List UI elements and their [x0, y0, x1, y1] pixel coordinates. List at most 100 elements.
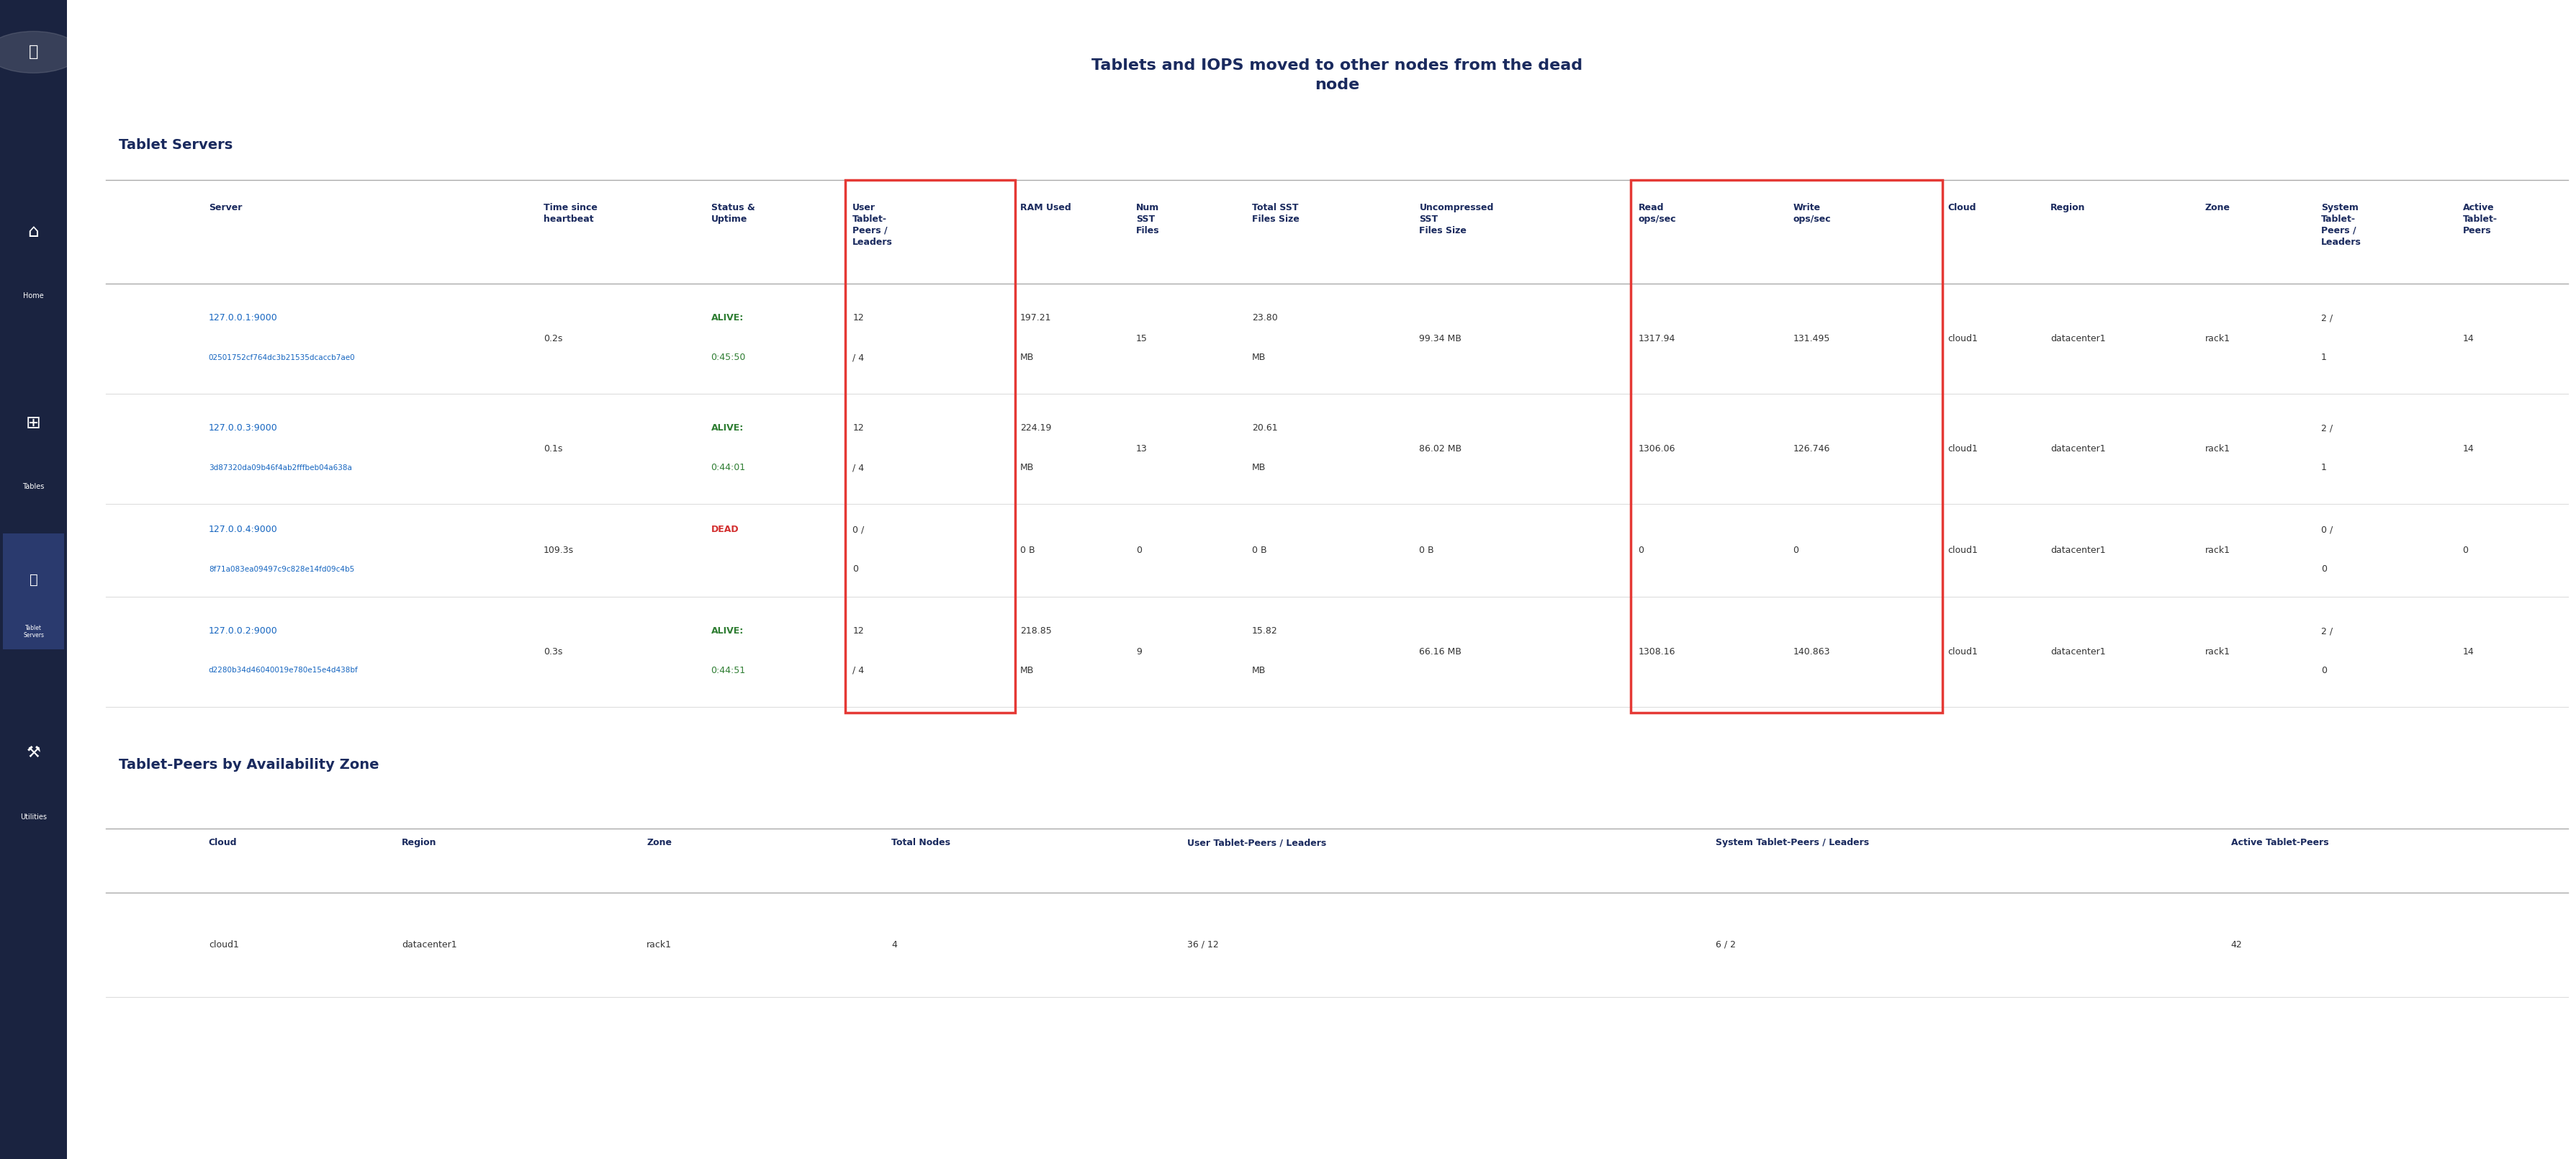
Text: Region: Region	[2050, 203, 2087, 212]
Text: ⊞: ⊞	[26, 415, 41, 431]
Text: Server: Server	[209, 203, 242, 212]
Text: MB: MB	[1020, 352, 1033, 363]
Text: Region: Region	[402, 838, 438, 847]
Text: Zone: Zone	[2205, 203, 2231, 212]
Text: Total SST
Files Size: Total SST Files Size	[1252, 203, 1298, 224]
Text: MB: MB	[1020, 665, 1033, 676]
Text: rack1: rack1	[2205, 444, 2231, 454]
Text: 0: 0	[853, 564, 858, 574]
Text: 15.82: 15.82	[1252, 626, 1278, 636]
Text: 0 /: 0 /	[2321, 525, 2334, 534]
Text: datacenter1: datacenter1	[402, 940, 456, 949]
Text: 13: 13	[1136, 444, 1146, 454]
Text: MB: MB	[1252, 462, 1265, 473]
Text: 0: 0	[2463, 546, 2468, 555]
Text: 131.495: 131.495	[1793, 334, 1829, 344]
Text: 20.61: 20.61	[1252, 423, 1278, 433]
Text: ⭐: ⭐	[28, 45, 39, 59]
Text: datacenter1: datacenter1	[2050, 334, 2105, 344]
Text: 1: 1	[2321, 352, 2326, 363]
Text: Tablets and IOPS moved to other nodes from the dead
node: Tablets and IOPS moved to other nodes fr…	[1092, 59, 1582, 92]
Text: Write
ops/sec: Write ops/sec	[1793, 203, 1832, 224]
Text: 127.0.0.1:9000: 127.0.0.1:9000	[209, 313, 278, 323]
Text: User Tablet-Peers / Leaders: User Tablet-Peers / Leaders	[1188, 838, 1327, 847]
Text: RAM Used: RAM Used	[1020, 203, 1072, 212]
Text: 12: 12	[853, 313, 863, 323]
Text: DEAD: DEAD	[711, 525, 739, 534]
Text: MB: MB	[1020, 462, 1033, 473]
Text: / 4: / 4	[853, 352, 866, 363]
Text: 12: 12	[853, 423, 863, 433]
Text: MB: MB	[1252, 352, 1265, 363]
Text: Active
Tablet-
Peers: Active Tablet- Peers	[2463, 203, 2496, 235]
Text: cloud1: cloud1	[1947, 546, 1978, 555]
Text: Home: Home	[23, 292, 44, 299]
Text: cloud1: cloud1	[1947, 647, 1978, 657]
Text: 0: 0	[1136, 546, 1141, 555]
Text: 218.85: 218.85	[1020, 626, 1051, 636]
Text: 0 B: 0 B	[1020, 546, 1036, 555]
Text: 4: 4	[891, 940, 896, 949]
Text: 42: 42	[2231, 940, 2241, 949]
Text: 1306.06: 1306.06	[1638, 444, 1674, 454]
Text: Tables: Tables	[23, 483, 44, 490]
Text: / 4: / 4	[853, 665, 866, 676]
Text: 0:44:01: 0:44:01	[711, 462, 744, 473]
Text: 0.3s: 0.3s	[544, 647, 562, 657]
Text: 197.21: 197.21	[1020, 313, 1051, 323]
Text: 109.3s: 109.3s	[544, 546, 574, 555]
Text: 127.0.0.2:9000: 127.0.0.2:9000	[209, 626, 278, 636]
Text: rack1: rack1	[2205, 334, 2231, 344]
Text: 1308.16: 1308.16	[1638, 647, 1674, 657]
Text: cloud1: cloud1	[209, 940, 240, 949]
Text: 8f71a083ea09497c9c828e14fd09c4b5: 8f71a083ea09497c9c828e14fd09c4b5	[209, 566, 355, 573]
Text: 86.02 MB: 86.02 MB	[1419, 444, 1463, 454]
Text: 6 / 2: 6 / 2	[1716, 940, 1736, 949]
FancyBboxPatch shape	[0, 0, 67, 1159]
Text: 0: 0	[1793, 546, 1798, 555]
Text: 2 /: 2 /	[2321, 313, 2334, 323]
Text: Total Nodes: Total Nodes	[891, 838, 951, 847]
Text: 224.19: 224.19	[1020, 423, 1051, 433]
Text: 9: 9	[1136, 647, 1141, 657]
Text: 36 / 12: 36 / 12	[1188, 940, 1218, 949]
Text: rack1: rack1	[2205, 546, 2231, 555]
Text: 0.1s: 0.1s	[544, 444, 562, 454]
Text: 3d87320da09b46f4ab2fffbeb04a638a: 3d87320da09b46f4ab2fffbeb04a638a	[209, 464, 353, 472]
Text: 02501752cf764dc3b21535dcaccb7ae0: 02501752cf764dc3b21535dcaccb7ae0	[209, 353, 355, 362]
Text: ALIVE:: ALIVE:	[711, 313, 744, 323]
Text: 0: 0	[1638, 546, 1643, 555]
Text: rack1: rack1	[647, 940, 672, 949]
Text: Tablet-Peers by Availability Zone: Tablet-Peers by Availability Zone	[118, 758, 379, 772]
Text: Tablet
Servers: Tablet Servers	[23, 625, 44, 639]
Text: 14: 14	[2463, 444, 2473, 454]
Text: ⬛: ⬛	[28, 573, 39, 586]
Text: d2280b34d46040019e780e15e4d438bf: d2280b34d46040019e780e15e4d438bf	[209, 666, 358, 675]
Text: Cloud: Cloud	[209, 838, 237, 847]
Text: 0.2s: 0.2s	[544, 334, 562, 344]
Text: 0: 0	[2321, 665, 2326, 676]
Text: Uncompressed
SST
Files Size: Uncompressed SST Files Size	[1419, 203, 1494, 235]
Text: Num
SST
Files: Num SST Files	[1136, 203, 1159, 235]
Text: Status &
Uptime: Status & Uptime	[711, 203, 755, 224]
Text: 14: 14	[2463, 334, 2473, 344]
Text: 127.0.0.3:9000: 127.0.0.3:9000	[209, 423, 278, 433]
Text: System
Tablet-
Peers /
Leaders: System Tablet- Peers / Leaders	[2321, 203, 2362, 247]
Text: 2 /: 2 /	[2321, 423, 2334, 433]
Text: Time since
heartbeat: Time since heartbeat	[544, 203, 598, 224]
Text: 126.746: 126.746	[1793, 444, 1829, 454]
Text: Zone: Zone	[647, 838, 672, 847]
Text: datacenter1: datacenter1	[2050, 444, 2105, 454]
Text: Cloud: Cloud	[1947, 203, 1976, 212]
FancyBboxPatch shape	[3, 533, 64, 649]
Circle shape	[0, 31, 80, 73]
Text: ALIVE:: ALIVE:	[711, 423, 744, 433]
Text: 0 B: 0 B	[1419, 546, 1435, 555]
Text: 1317.94: 1317.94	[1638, 334, 1674, 344]
Text: System Tablet-Peers / Leaders: System Tablet-Peers / Leaders	[1716, 838, 1870, 847]
Text: 15: 15	[1136, 334, 1146, 344]
Text: ⌂: ⌂	[28, 224, 39, 240]
Text: datacenter1: datacenter1	[2050, 546, 2105, 555]
Text: Active Tablet-Peers: Active Tablet-Peers	[2231, 838, 2329, 847]
Text: 140.863: 140.863	[1793, 647, 1829, 657]
